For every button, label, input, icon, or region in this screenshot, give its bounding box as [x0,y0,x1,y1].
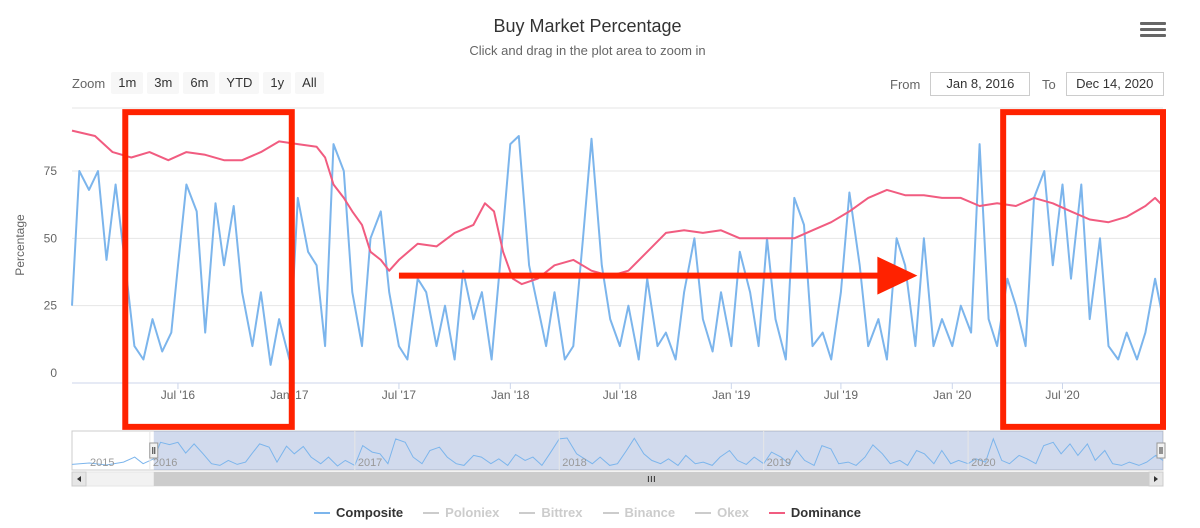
y-tick-label: 75 [44,164,58,178]
navigator-selection [153,431,1164,470]
legend-item-dominance[interactable]: Dominance [768,505,861,520]
x-tick-label: Jan '20 [933,388,972,402]
legend-label: Poloniex [445,505,500,520]
navigator-series [71,437,1164,467]
from-label: From [890,76,921,92]
navigator-year-label: 2015 [90,457,114,469]
zoom-3m-button[interactable]: 3m [147,72,180,94]
legend-line-icon [768,511,785,514]
legend-line-icon [695,511,712,514]
legend-label: Bittrex [541,505,583,520]
chevron-right-icon [1154,476,1158,482]
legend-line-icon [313,511,330,514]
chart-subtitle: Click and drag in the plot area to zoom … [469,43,706,58]
x-tick-label: Jul '16 [161,388,196,402]
chart-title: Buy Market Percentage [493,16,682,36]
legend-item-bittrex[interactable]: Bittrex [519,505,583,520]
legend-item-poloniex[interactable]: Poloniex [423,505,499,520]
hamburger-menu-icon[interactable] [1140,22,1166,42]
legend-label: Okex [717,505,749,520]
y-tick-label: 50 [44,231,58,245]
to-label: To [1042,76,1056,92]
highlight-box [1000,109,1166,430]
navigator-handle[interactable] [149,442,159,459]
x-tick-label: Jul '18 [603,388,638,402]
x-tick-label: Jan '19 [712,388,751,402]
x-tick-label: Jul '17 [382,388,417,402]
legend-label: Binance [624,505,676,520]
zoom-1m-button[interactable]: 1m [111,72,144,94]
y-tick-label: 25 [44,299,58,313]
y-axis-label: Percentage [13,214,27,276]
legend: Composite Poloniex Bittrex Binance Okex Domin… [0,505,1175,520]
legend-line-icon [423,511,440,514]
zoom-bar: Zoom 1m 3m 6m YTD 1y All [72,72,328,94]
x-tick-label: Jul '20 [1045,388,1080,402]
chevron-left-icon [77,476,81,482]
y-tick-label: 0 [50,366,57,380]
x-tick-label: Jan '18 [491,388,530,402]
to-date-input[interactable]: Dec 14, 2020 [1065,72,1164,96]
navigator-year-label: 2018 [562,457,586,469]
navigator-year-label: 2016 [153,457,177,469]
legend-item-composite[interactable]: Composite [313,505,404,520]
legend-item-binance[interactable]: Binance [602,505,676,520]
zoom-all-button[interactable]: All [295,72,324,94]
zoom-ytd-button[interactable]: YTD [219,72,260,94]
navigator-year-label: 2017 [358,457,382,469]
x-tick-label: Jul '19 [824,388,859,402]
legend-label: Composite [335,505,404,520]
legend-label: Dominance [790,505,861,520]
navigator-year-label: 2020 [971,457,995,469]
range-from: From Jan 8, 2016 [890,72,1031,96]
zoom-label: Zoom [72,75,106,91]
series-line-dominance [71,129,1164,286]
highlight-box [122,109,295,430]
legend-line-icon [519,511,536,514]
navigator-year-label: 2019 [767,457,791,469]
zoom-6m-button[interactable]: 6m [183,72,216,94]
zoom-1y-button[interactable]: 1y [263,72,292,94]
navigator-handle[interactable] [1156,442,1166,459]
legend-line-icon [602,511,619,514]
range-to: To Dec 14, 2020 [1042,72,1164,96]
legend-item-okex[interactable]: Okex [695,505,749,520]
series-line-composite [71,135,1164,366]
from-date-input[interactable]: Jan 8, 2016 [930,72,1031,96]
trend-arrow-head [877,256,918,295]
